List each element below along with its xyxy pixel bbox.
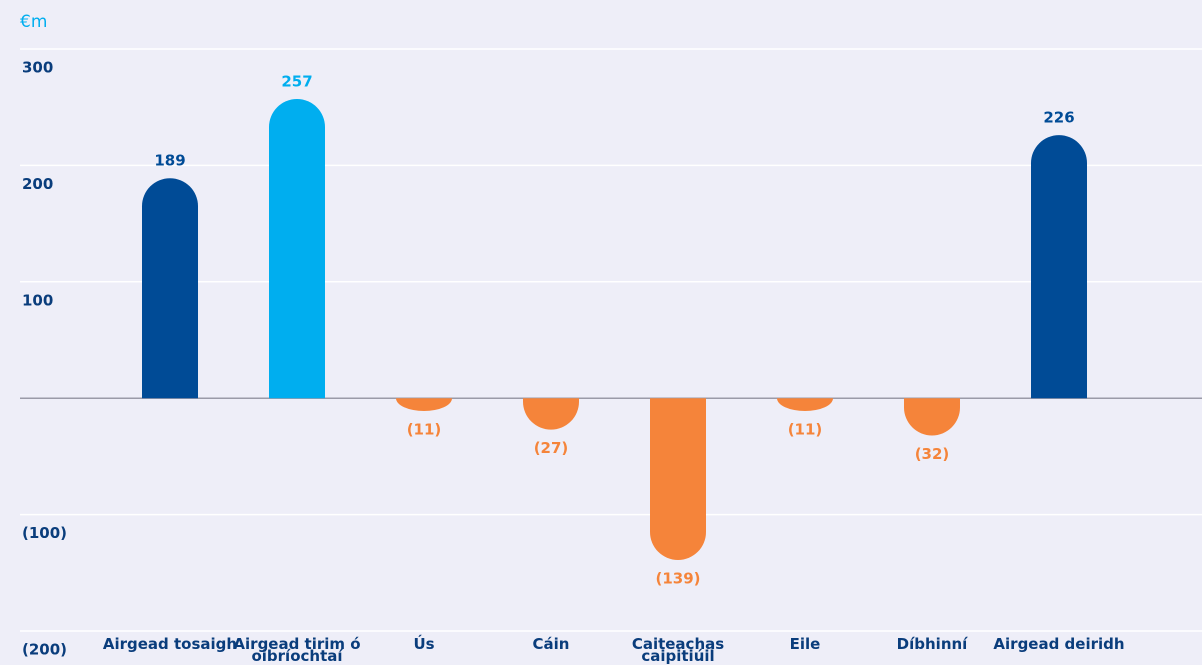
y-tick-label: 300 — [22, 59, 53, 77]
value-label: (139) — [655, 569, 700, 587]
bar — [904, 398, 960, 436]
value-label: 189 — [154, 152, 185, 170]
x-tick-label: Ús — [413, 635, 435, 653]
bar — [269, 99, 325, 399]
value-label: 257 — [281, 73, 312, 91]
x-tick-label: Airgead deiridh — [993, 635, 1125, 653]
y-tick-label: 200 — [22, 175, 53, 193]
value-label: (11) — [788, 421, 823, 439]
x-tick-label: Cáin — [532, 635, 570, 653]
bar — [396, 398, 452, 412]
y-tick-label: (100) — [22, 524, 67, 542]
bar — [777, 398, 833, 412]
bar — [142, 178, 198, 399]
x-tick-label: Caiteachas caipitiúil — [631, 635, 725, 665]
value-label: (32) — [915, 445, 950, 463]
y-tick-label: (200) — [22, 641, 67, 659]
value-label: (27) — [534, 439, 569, 457]
bar — [1031, 135, 1087, 399]
unit-label: €m — [20, 12, 47, 32]
value-label: 226 — [1043, 109, 1074, 127]
value-label: (11) — [407, 421, 442, 439]
x-tick-label: Airgead tirim ó oibríochtaí — [233, 635, 361, 665]
x-tick-label: Airgead tosaigh — [102, 635, 238, 653]
x-tick-label: Díbhinní — [896, 635, 968, 653]
x-tick-label: Eile — [789, 635, 821, 653]
y-tick-label: 100 — [22, 291, 53, 309]
bar — [523, 398, 579, 430]
bar — [650, 398, 706, 560]
